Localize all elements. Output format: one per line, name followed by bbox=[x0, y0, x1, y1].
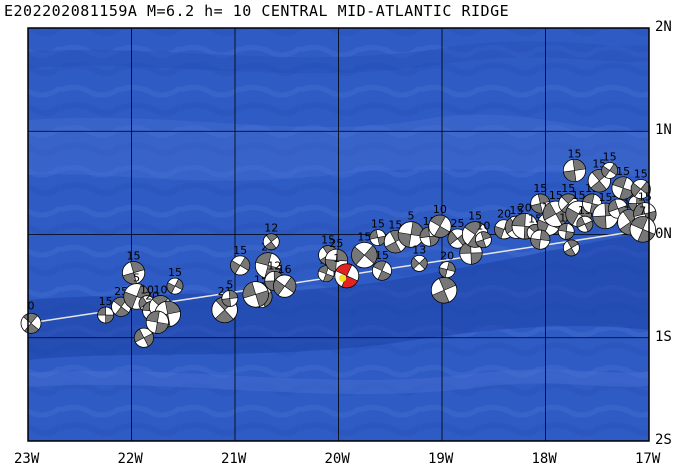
event-beachball bbox=[230, 255, 251, 276]
event-depth-label: 15 bbox=[388, 219, 402, 232]
event-beachball bbox=[562, 239, 580, 257]
lat-tick-label: 1N bbox=[655, 122, 672, 139]
lat-tick-label: 2S bbox=[655, 432, 672, 448]
event-depth-label: 15 bbox=[616, 165, 630, 178]
event-depth-label: 15 bbox=[357, 230, 371, 243]
event-depth-label: 15 bbox=[638, 191, 652, 204]
event-beachball bbox=[611, 176, 635, 200]
event-depth-label: 15 bbox=[371, 218, 385, 231]
event-depth-label: 25 bbox=[451, 217, 465, 230]
event-beachball bbox=[430, 277, 458, 304]
lon-tick-label: 19W bbox=[428, 451, 454, 467]
event-beachball bbox=[273, 274, 297, 298]
event-depth-label: 15 bbox=[572, 189, 586, 202]
event-depth-label: 15 bbox=[468, 210, 482, 223]
event-beachball bbox=[630, 179, 651, 200]
event-depth-label: 15 bbox=[510, 204, 524, 217]
event-depth-label: 16 bbox=[278, 263, 292, 276]
event-depth-label: 20 bbox=[518, 201, 532, 214]
event-beachball bbox=[262, 233, 280, 251]
event-beachball bbox=[474, 231, 492, 249]
event-beachball bbox=[351, 241, 378, 269]
mainshock-mechanism: 1 bbox=[333, 252, 360, 289]
lat-tick-label: 1S bbox=[655, 328, 672, 345]
event-beachball bbox=[221, 290, 239, 307]
event-beachball bbox=[576, 215, 594, 233]
event-beachball bbox=[530, 229, 551, 250]
event-beachball bbox=[562, 158, 587, 183]
event-beachball bbox=[371, 260, 392, 281]
event-depth-label: 12 bbox=[267, 259, 281, 272]
start-beachball bbox=[20, 312, 42, 334]
lat-tick-label: 0N bbox=[655, 225, 672, 242]
event-depth-label: 15 bbox=[561, 182, 575, 195]
event-beachball bbox=[557, 223, 575, 240]
event-depth-label: 15 bbox=[233, 244, 247, 257]
event-beachball bbox=[166, 277, 184, 295]
event-depth-label: 15 bbox=[549, 189, 563, 202]
event-depth-label: 15 bbox=[533, 182, 547, 195]
event-beachball bbox=[410, 255, 428, 272]
event-beachball bbox=[145, 310, 169, 334]
map-frame bbox=[27, 27, 650, 442]
mainshock-label: 1 bbox=[333, 252, 340, 265]
event-depth-label: 10 bbox=[140, 284, 154, 297]
lon-tick-label: 23W bbox=[14, 451, 40, 467]
event-depth-label: 10 bbox=[433, 203, 447, 216]
event-depth-label: 15 bbox=[599, 191, 613, 204]
event-depth-label: 7 bbox=[639, 205, 646, 218]
lon-tick-label: 18W bbox=[531, 451, 557, 467]
event-depth-label: 5 bbox=[226, 279, 233, 292]
event-depth-label: 13 bbox=[412, 243, 426, 256]
event-beachball bbox=[601, 162, 619, 179]
event-depth-label: 15 bbox=[168, 266, 182, 279]
event-beachball bbox=[587, 169, 611, 193]
event-beachball bbox=[121, 261, 146, 285]
event-beachball bbox=[242, 281, 269, 308]
event-depth-label: 5 bbox=[133, 272, 140, 285]
event-depth-label: 15 bbox=[99, 295, 113, 308]
map-title: E202202081159A M=6.2 h= 10 CENTRAL MID-A… bbox=[4, 2, 510, 20]
event-beachball bbox=[97, 306, 115, 324]
event-depth-label: 15 bbox=[375, 249, 389, 262]
lon-tick-label: 17W bbox=[635, 451, 661, 467]
event-depth-label: 5 bbox=[407, 210, 414, 223]
aftershock-mechanisms: 1525155102010152151515251212161515251515… bbox=[97, 147, 657, 348]
event-depth-label: 25 bbox=[329, 237, 343, 250]
event-beachball bbox=[438, 261, 456, 279]
event-depth-label: 10 bbox=[476, 220, 490, 233]
event-depth-label: 0 bbox=[28, 299, 35, 312]
lat-tick-label: 2N bbox=[655, 19, 672, 35]
lon-tick-label: 22W bbox=[117, 451, 143, 467]
mainshock-beachball bbox=[334, 263, 360, 289]
event-beachball bbox=[629, 216, 656, 243]
event-depth-label: 20 bbox=[497, 208, 511, 221]
event-beachball bbox=[369, 229, 387, 246]
event-beachball bbox=[133, 327, 154, 348]
event-beachball bbox=[428, 214, 452, 238]
event-depth-label: 15 bbox=[567, 147, 581, 160]
lon-tick-label: 21W bbox=[221, 451, 247, 467]
event-depth-label: 15 bbox=[634, 167, 648, 180]
event-depth-label: 10 bbox=[153, 284, 167, 297]
event-depth-label: 15 bbox=[321, 234, 335, 247]
event-depth-label: 15 bbox=[603, 150, 617, 163]
event-depth-label: 12 bbox=[264, 222, 278, 235]
event-depth-label: 15 bbox=[127, 250, 141, 263]
event-depth-label: 20 bbox=[440, 250, 454, 263]
lon-tick-label: 20W bbox=[324, 451, 350, 467]
